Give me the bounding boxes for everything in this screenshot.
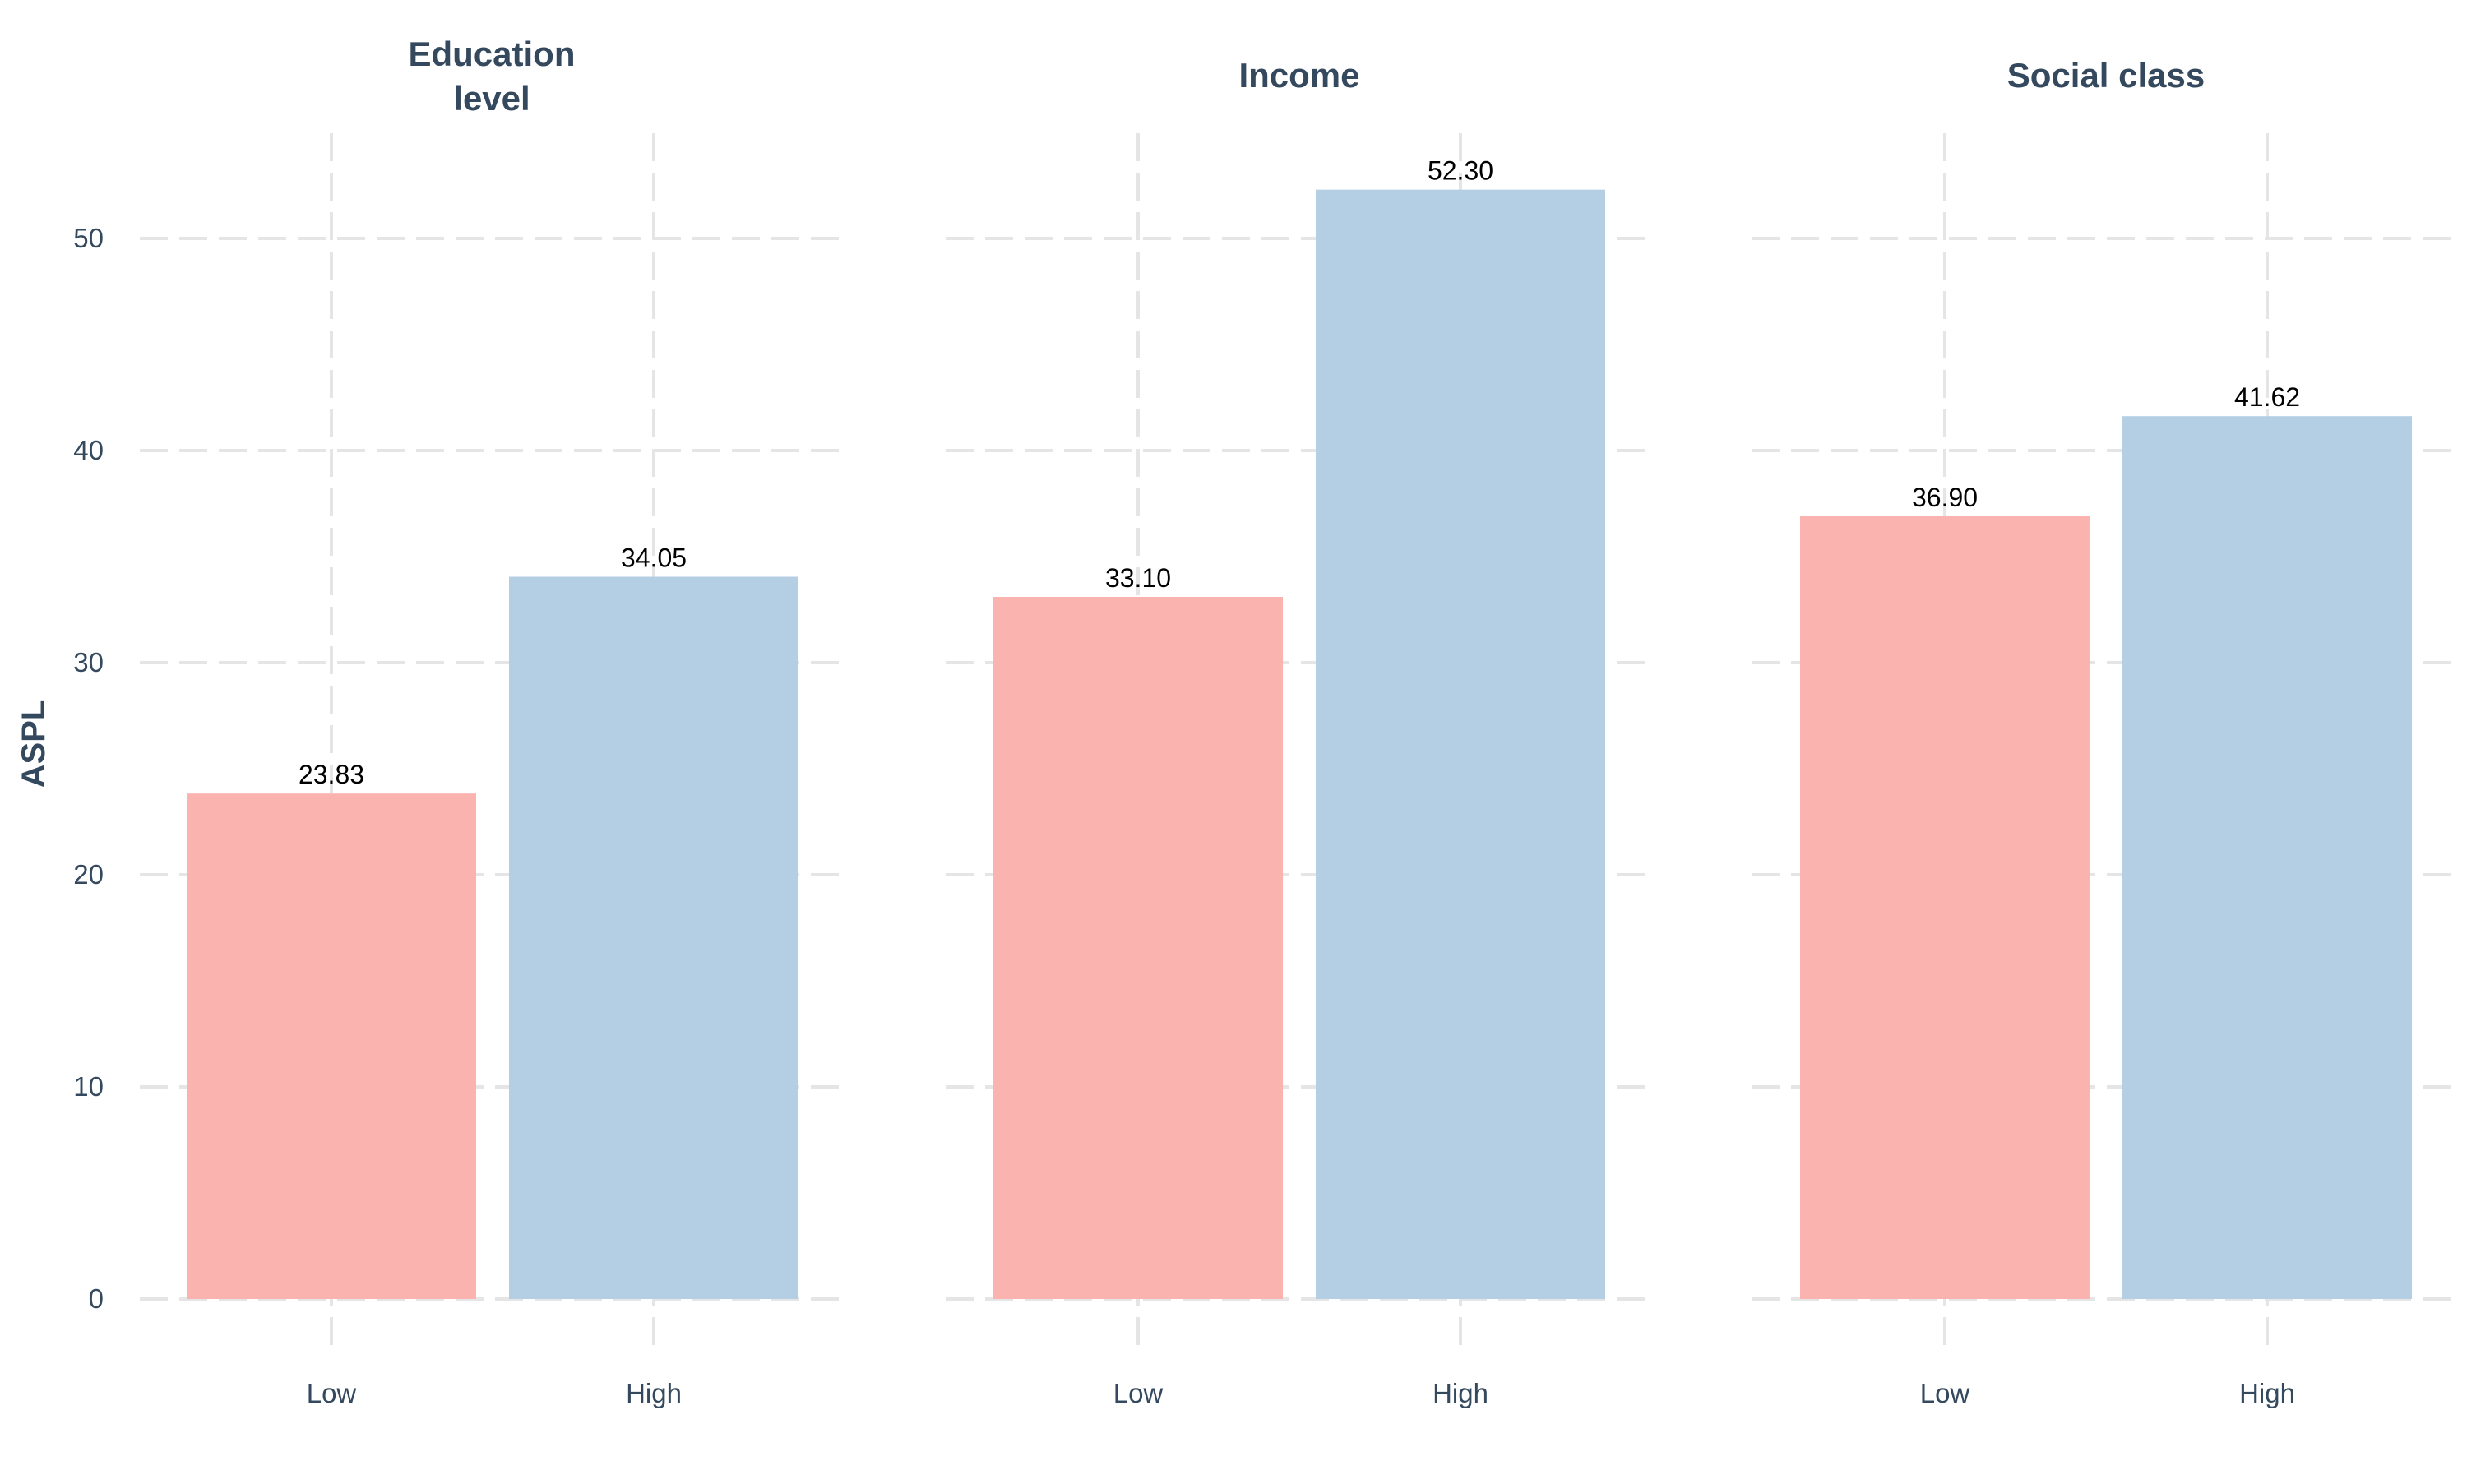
- bar-value-label: 52.30: [1428, 156, 1493, 186]
- bar-value-label: 34.05: [621, 543, 687, 573]
- x-tick-label: Low: [1920, 1378, 1970, 1408]
- y-tick-label: 30: [73, 647, 104, 677]
- x-tick-label: Low: [307, 1378, 357, 1408]
- bar-value-label: 23.83: [299, 760, 364, 789]
- bar-high: [2122, 416, 2412, 1300]
- bar-value-label: 41.62: [2234, 382, 2300, 412]
- y-tick-label: 10: [73, 1071, 104, 1102]
- facet-panel: 33.10 Low 52.30 High Income: [946, 56, 1653, 1408]
- facet-title: Income: [1238, 56, 1359, 95]
- bar-high: [1316, 189, 1605, 1299]
- y-tick-label: 50: [73, 223, 104, 253]
- facet-title: Social class: [2007, 56, 2205, 95]
- bar-high: [509, 576, 798, 1299]
- facet-title-line: Social class: [2007, 56, 2205, 95]
- facet-title-line: Income: [1238, 56, 1359, 95]
- x-tick-label: Low: [1113, 1378, 1164, 1408]
- facet-panel: 23.83 Low 34.05 High Education level: [140, 35, 847, 1408]
- y-tick-label: 40: [73, 435, 104, 465]
- bar-low: [993, 597, 1283, 1299]
- bar-value-label: 33.10: [1105, 563, 1171, 593]
- bar-low: [1800, 515, 2090, 1299]
- x-tick-label: High: [626, 1378, 682, 1408]
- facet-panel: 36.90 Low 41.62 High Social class: [1752, 56, 2459, 1408]
- facet-title: Education level: [408, 35, 575, 118]
- bar-low: [187, 793, 476, 1299]
- x-tick-label: High: [2239, 1378, 2295, 1408]
- facet-title-line: Education: [408, 35, 575, 73]
- y-tick-label: 20: [73, 859, 104, 890]
- x-tick-label: High: [1433, 1378, 1488, 1408]
- bar-value-label: 36.90: [1912, 483, 1978, 512]
- y-axis-title: ASPL: [16, 700, 52, 788]
- y-tick-label: 0: [89, 1283, 104, 1314]
- facet-title-line: level: [453, 79, 530, 118]
